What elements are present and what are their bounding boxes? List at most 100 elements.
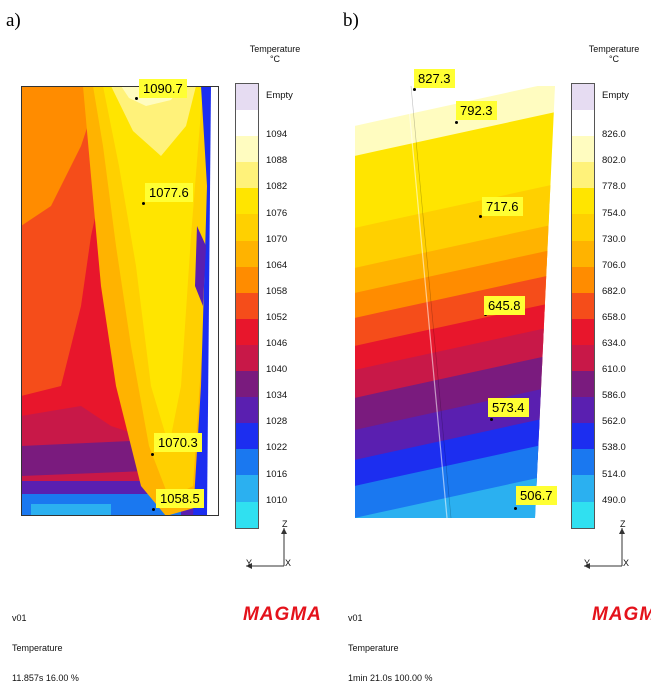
legend-b-label: 514.0 [602, 468, 626, 480]
footer-b: v01 Temperature 1min 21.0s 100.00 % [348, 593, 433, 693]
legend-b-label: 754.0 [602, 207, 626, 219]
legend-a-swatch [236, 214, 258, 241]
legend-b-swatch [572, 423, 594, 450]
probe-b3-label: 717.6 [482, 197, 523, 216]
legend-a-swatch [236, 110, 258, 137]
legend-a-label: 1064 [266, 259, 288, 271]
legend-a-swatch [236, 475, 258, 502]
legend-b-label: 682.0 [602, 285, 626, 297]
legend-b-label: 706.0 [602, 259, 626, 271]
legend-b-label: 778.0 [602, 181, 626, 193]
legend-a-bar [235, 83, 259, 529]
legend-b-label: Empty [602, 90, 629, 102]
legend-b-label: 610.0 [602, 364, 626, 376]
legend-a-label: 1046 [266, 338, 288, 349]
probe-a2-marker [142, 202, 145, 205]
legend-a-label: 1022 [266, 442, 288, 454]
probe-b1-marker [413, 88, 416, 91]
footer-a-version: v01 [12, 613, 27, 623]
magma-logo-b: MAGMA [592, 604, 651, 625]
footer-a: v01 Temperature 11.857s 16.00 % [12, 593, 79, 693]
legend-b-bar [571, 83, 595, 529]
legend-b-swatch [572, 475, 594, 502]
legend-b-swatch [572, 240, 594, 267]
legend-a-swatch [236, 162, 258, 189]
axis-a-x-label: X [285, 558, 292, 568]
probe-b6-marker [514, 507, 517, 510]
legend-b-unit: °C [608, 54, 620, 64]
legend-a-swatch [236, 84, 258, 111]
legend-a-swatch [236, 318, 258, 345]
legend-a-title: Temperature °C [240, 44, 310, 64]
probe-a3-label: 1070.3 [154, 433, 202, 452]
panel-b-band [355, 472, 555, 518]
legend-a-swatch [236, 344, 258, 372]
legend-b-title: Temperature °C [579, 44, 649, 64]
legend-a-swatch [236, 188, 258, 215]
legend-a-label: 1070 [266, 233, 288, 245]
probe-a1-marker [135, 97, 138, 100]
legend-b-swatch [572, 162, 594, 189]
legend-a-swatch [236, 266, 258, 293]
legend-b-swatch [572, 318, 594, 345]
probe-a3-marker [151, 453, 154, 456]
probe-b3-marker [479, 215, 482, 218]
probe-b6-label: 506.7 [516, 486, 557, 505]
legend-a-label: 1016 [266, 468, 288, 480]
legend-a-swatch [236, 292, 258, 319]
probe-a2-label: 1077.6 [145, 183, 193, 202]
legend-b-swatch [572, 501, 594, 528]
probe-b5-marker [490, 418, 493, 421]
legend-b-label: 538.0 [602, 442, 626, 454]
panel-a-letter: a) [6, 10, 21, 31]
legend-b-swatch [572, 397, 594, 424]
legend-b-label: 586.0 [602, 390, 626, 402]
legend-b-label: 730.0 [602, 233, 626, 245]
footer-a-time: 11.857s 16.00 % [12, 673, 79, 683]
panel-b-letter: b) [343, 10, 359, 31]
legend-b-swatch [572, 110, 594, 137]
legend-a-swatch [236, 423, 258, 450]
legend-a-label: 1034 [266, 390, 288, 402]
probe-a1-label: 1090.7 [139, 79, 187, 98]
probe-a4-label: 1058.5 [156, 489, 204, 508]
legend-a-label: 1094 [266, 129, 288, 141]
axis-b-z-label: Z [620, 519, 626, 529]
probe-a4-marker [152, 508, 155, 511]
legend-b-swatch [572, 449, 594, 476]
legend-a-label: 1028 [266, 416, 288, 428]
axis-a-y-label: Y [246, 558, 253, 568]
footer-b-quantity: Temperature [348, 643, 399, 653]
legend-a-label: 1010 [266, 494, 288, 506]
legend-b-label: 826.0 [602, 129, 626, 141]
legend-b-label: 490.0 [602, 494, 626, 506]
axis-triad-b [584, 528, 625, 569]
legend-a-label: 1076 [266, 207, 288, 219]
legend-a-swatch [236, 240, 258, 267]
legend-b-label: 658.0 [602, 311, 626, 323]
probe-b2-label: 792.3 [456, 101, 497, 120]
legend-b-label: 802.0 [602, 155, 626, 167]
legend-b-swatch [572, 188, 594, 215]
legend-b-label: 562.0 [602, 416, 626, 428]
legend-b-swatch [572, 136, 594, 163]
legend-a-swatch [236, 397, 258, 424]
magma-logo-a: MAGMA [243, 604, 322, 625]
legend-b-swatch [572, 266, 594, 293]
legend-a-swatch [236, 449, 258, 476]
legend-a-title-text: Temperature [249, 44, 301, 54]
axis-a-z-label: Z [282, 519, 288, 529]
legend-b-swatch [572, 214, 594, 241]
legend-a-swatch [236, 501, 258, 528]
axis-triad-a [246, 528, 287, 569]
legend-a-label: 1040 [266, 364, 288, 376]
legend-a-label: 1052 [266, 311, 288, 323]
footer-b-time: 1min 21.0s 100.00 % [348, 673, 433, 683]
probe-b1-label: 827.3 [414, 69, 455, 88]
probe-b5-label: 573.4 [488, 398, 529, 417]
legend-a-swatch [236, 371, 258, 398]
legend-a-label: 1088 [266, 155, 288, 167]
footer-b-version: v01 [348, 613, 363, 623]
probe-b2-marker [455, 121, 458, 124]
legend-a-label: 1082 [266, 181, 288, 193]
